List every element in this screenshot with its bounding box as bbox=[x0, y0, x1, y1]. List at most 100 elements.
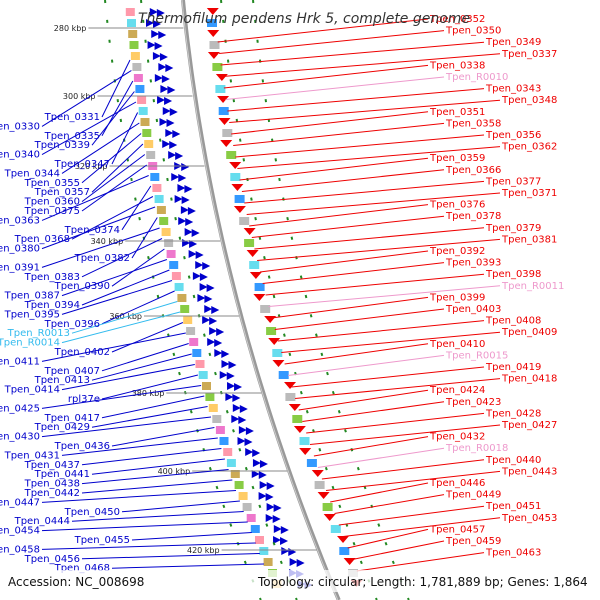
label-connector-reverse bbox=[330, 482, 429, 503]
gene-label-reverse: Tpen_0356 bbox=[485, 130, 541, 141]
forward-gene-arrow bbox=[258, 492, 267, 500]
forward-gene-arrow bbox=[185, 218, 194, 226]
label-connector-forward bbox=[111, 112, 139, 165]
label-connector-reverse bbox=[259, 250, 429, 273]
forward-gene-arrow bbox=[228, 361, 237, 369]
label-connector-forward bbox=[101, 374, 199, 400]
forward-gene-arrow bbox=[172, 130, 181, 138]
forward-gene-arrow bbox=[207, 338, 216, 346]
accession-text: Accession: NC_008698 bbox=[8, 575, 144, 589]
label-connector-reverse bbox=[309, 424, 501, 445]
forward-gene-arrow bbox=[159, 118, 168, 126]
forward-gene-arrow bbox=[162, 140, 171, 148]
label-connector-forward bbox=[61, 437, 218, 456]
forward-gene-arrow bbox=[234, 383, 243, 391]
forward-gene-arrow bbox=[195, 261, 204, 269]
gene-class-block bbox=[127, 19, 136, 27]
label-connector-forward bbox=[91, 143, 144, 193]
gene-class-block bbox=[266, 327, 277, 335]
label-connector-forward bbox=[131, 217, 158, 259]
forward-gene-arrow bbox=[168, 151, 177, 159]
reverse-gene-arrow bbox=[317, 492, 330, 499]
label-connector-forward bbox=[71, 301, 178, 334]
forward-gene-arrow bbox=[171, 173, 180, 181]
reverse-gene-arrow bbox=[220, 140, 233, 147]
gene-class-block bbox=[171, 272, 181, 280]
kbp-tick-label: 400 kbp bbox=[158, 467, 191, 476]
forward-gene-arrow bbox=[157, 96, 166, 104]
forward-gene-arrow bbox=[273, 536, 282, 544]
label-connector-forward bbox=[61, 364, 195, 391]
gene-class-block bbox=[249, 261, 260, 269]
gene-class-block bbox=[138, 107, 148, 115]
forward-gene-arrow bbox=[272, 515, 281, 523]
label-connector-forward bbox=[41, 70, 132, 127]
label-connector-forward bbox=[61, 259, 168, 297]
label-connector-reverse bbox=[233, 122, 445, 146]
gene-class-block bbox=[209, 41, 220, 49]
forward-gene-arrow bbox=[258, 471, 267, 479]
gene-class-block bbox=[186, 327, 196, 335]
track-guide-1 bbox=[140, 0, 298, 600]
forward-gene-arrow bbox=[231, 415, 240, 423]
forward-gene-arrow bbox=[166, 119, 175, 127]
gene-label-reverse: Tpen_0352 bbox=[429, 14, 485, 25]
forward-gene-arrow bbox=[181, 196, 190, 204]
forward-gene-arrow bbox=[214, 349, 223, 357]
gene-class-block bbox=[339, 547, 350, 555]
forward-gene-arrow bbox=[265, 493, 274, 501]
gene-label-reverse: Tpen_0362 bbox=[501, 142, 557, 153]
gene-label-reverse: Tpen_0377 bbox=[485, 176, 541, 187]
gene-label-forward: Tpen_0335 bbox=[44, 131, 100, 142]
gene-label-reverse: Tpen_0343 bbox=[485, 84, 541, 95]
label-connector-reverse bbox=[244, 180, 485, 204]
label-connector-reverse bbox=[281, 331, 501, 353]
label-connector-forward bbox=[41, 490, 237, 503]
forward-gene-arrow bbox=[189, 240, 198, 248]
gene-label-forward: Tpen_0383 bbox=[24, 272, 80, 283]
reverse-gene-arrow bbox=[268, 338, 281, 345]
label-connector-reverse bbox=[251, 215, 445, 238]
forward-gene-arrow bbox=[175, 152, 184, 160]
gene-label-forward: Tpen_0442 bbox=[24, 488, 80, 499]
feature-glyph-layer bbox=[125, 8, 363, 589]
gene-class-block bbox=[238, 492, 248, 500]
forward-gene-arrow bbox=[154, 74, 163, 82]
forward-gene-arrow bbox=[178, 174, 187, 182]
gene-class-block bbox=[130, 52, 140, 60]
reverse-gene-arrow bbox=[249, 272, 262, 279]
gene-label-reverse: Tpen_0432 bbox=[429, 432, 485, 443]
forward-gene-arrow bbox=[227, 382, 236, 390]
forward-gene-arrow bbox=[259, 460, 268, 468]
forward-gene-arrow bbox=[169, 108, 178, 116]
gene-class-block bbox=[234, 195, 245, 203]
track-guide-0 bbox=[104, 0, 262, 600]
gene-label-reverse: Tpen_0451 bbox=[485, 501, 541, 512]
forward-gene-arrow bbox=[296, 559, 305, 567]
forward-gene-arrow bbox=[289, 558, 298, 566]
gene-label-forward: Tpen_0444 bbox=[14, 516, 70, 527]
gene-label-forward: Tpen_0382 bbox=[74, 253, 130, 264]
label-connector-forward bbox=[81, 154, 146, 203]
label-connector-reverse bbox=[249, 204, 429, 227]
gene-class-block bbox=[128, 30, 138, 38]
forward-gene-arrow bbox=[174, 195, 183, 203]
gene-class-block bbox=[152, 184, 162, 192]
forward-gene-arrow bbox=[165, 64, 174, 72]
gene-label-reverse: Tpen_R0011 bbox=[501, 281, 564, 292]
forward-gene-arrow bbox=[161, 75, 170, 83]
forward-gene-arrow bbox=[237, 437, 246, 445]
label-connector-forward bbox=[121, 185, 152, 231]
label-connector-reverse bbox=[325, 470, 501, 491]
kbp-tick-label: 320 kbp bbox=[75, 162, 108, 171]
gene-label-reverse: Tpen_0398 bbox=[485, 269, 541, 280]
gene-label-reverse: Tpen_0338 bbox=[429, 60, 485, 71]
gene-label-forward: Tpen_0363 bbox=[0, 215, 40, 226]
gene-label-reverse: Tpen_0371 bbox=[501, 188, 557, 199]
gene-label-forward: Tpen_0390 bbox=[54, 281, 110, 292]
gene-class-block bbox=[314, 481, 325, 489]
gene-class-block bbox=[246, 514, 256, 522]
reverse-gene-arrow bbox=[207, 30, 220, 37]
gene-class-block bbox=[292, 415, 303, 423]
